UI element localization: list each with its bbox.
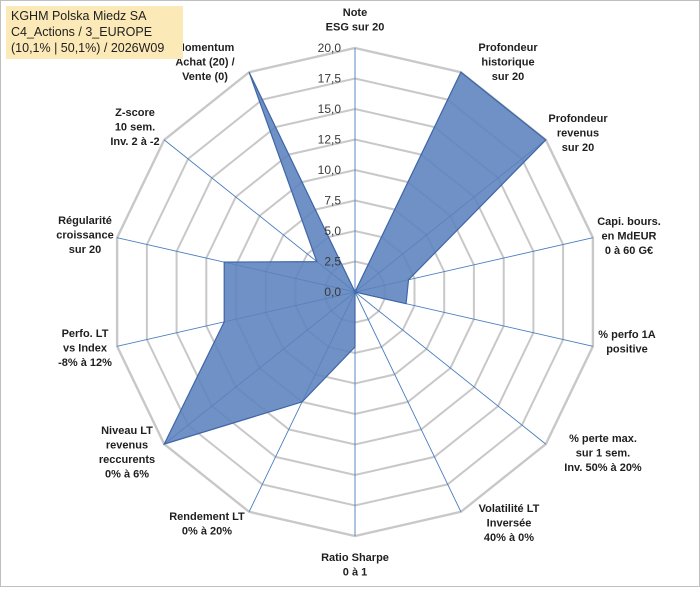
tick-label: 5,0 bbox=[324, 224, 341, 238]
tick-label: 17,5 bbox=[318, 72, 342, 86]
axis-label: Profondeur revenus sur 20 bbox=[548, 113, 608, 154]
title-line-1: KGHM Polska Miedz SA bbox=[11, 8, 179, 24]
axis-label-line: % perte max. bbox=[569, 433, 637, 445]
axis-label: Volatilité LT Inversée 40% à 0% bbox=[479, 503, 540, 544]
axis-label: Note ESG sur 20 bbox=[326, 7, 385, 34]
axis-label-line: 10 sem. bbox=[115, 122, 155, 134]
tick-label: 2,5 bbox=[324, 255, 341, 269]
axis-label-line: sur 20 bbox=[562, 142, 594, 154]
chart-title-box: KGHM Polska Miedz SA C4_Actions / 3_EURO… bbox=[6, 6, 183, 59]
axis-label: % perte max. sur 1 sem. Inv. 50% à 20% bbox=[564, 433, 642, 474]
axis-label-line: Profondeur bbox=[478, 42, 538, 54]
axis-label-line: Rendement LT bbox=[169, 511, 245, 523]
axis-label-line: vs Index bbox=[63, 343, 108, 355]
axis-label-line: % perfo 1A bbox=[598, 329, 656, 341]
tick-label: 20,0 bbox=[318, 41, 342, 55]
axis-label-line: Note bbox=[343, 7, 367, 19]
axis-label-line: Capi. bours. bbox=[597, 216, 661, 228]
axis-label-line: revenus bbox=[557, 128, 599, 140]
axis-label-line: 0% à 6% bbox=[105, 469, 149, 481]
axis-label-line: Momentum bbox=[176, 42, 235, 54]
tick-label: 12,5 bbox=[318, 133, 342, 147]
tick-label: 7,5 bbox=[324, 194, 341, 208]
axis-label-line: sur 1 sem. bbox=[576, 448, 630, 460]
axis-label: Momentum Achat (20) / Vente (0) bbox=[175, 42, 234, 83]
axis-label: Rendement LT 0% à 20% bbox=[169, 511, 245, 538]
tick-label: 10,0 bbox=[318, 163, 342, 177]
axis-label: Profondeur historique sur 20 bbox=[478, 42, 538, 83]
axis-label-line: historique bbox=[481, 57, 534, 69]
axis-label-line: croissance bbox=[56, 230, 113, 242]
axis-label: Ratio Sharpe 0 à 1 bbox=[321, 552, 389, 579]
axis-label-line: en MdEUR bbox=[602, 231, 657, 243]
title-line-3: (10,1% | 50,1%) / 2026W09 bbox=[11, 40, 179, 56]
tick-label: 15,0 bbox=[318, 102, 342, 116]
axis-label-line: 0 à 1 bbox=[343, 567, 367, 579]
axis-label: Régularité croissance sur 20 bbox=[56, 215, 113, 256]
axis-label-line: Inv. 50% à 20% bbox=[564, 462, 642, 474]
axis-label-line: Ratio Sharpe bbox=[321, 552, 389, 564]
axis-label-line: Régularité bbox=[58, 215, 112, 227]
axis-label-line: Inversée bbox=[487, 518, 532, 530]
axis-label-line: revenus bbox=[106, 440, 148, 452]
title-line-2: C4_Actions / 3_EUROPE bbox=[11, 24, 179, 40]
axis-label: % perfo 1A positive bbox=[598, 329, 656, 356]
axis-label-line: Volatilité LT bbox=[479, 503, 540, 515]
axis-label-line: sur 20 bbox=[492, 71, 524, 83]
axis-label-line: -8% à 12% bbox=[58, 357, 112, 369]
axis-label: Z-score 10 sem. Inv. 2 à -2 bbox=[110, 107, 159, 148]
axis-label-line: Z-score bbox=[115, 107, 155, 119]
axis-label-line: Inv. 2 à -2 bbox=[110, 136, 159, 148]
axis-label-line: ESG sur 20 bbox=[326, 22, 385, 34]
axis-label-line: Achat (20) / bbox=[175, 57, 234, 69]
axis-label: Niveau LT revenus reccurents 0% à 6% bbox=[99, 425, 155, 481]
axis-label-line: Niveau LT bbox=[101, 425, 153, 437]
axis-label-line: sur 20 bbox=[69, 244, 101, 256]
axis-label-line: Perfo. LT bbox=[62, 328, 109, 340]
tick-label: 0,0 bbox=[324, 285, 341, 299]
axis-label-line: 0% à 20% bbox=[182, 526, 232, 538]
axis-label-line: Vente (0) bbox=[182, 71, 228, 83]
axis-label-line: reccurents bbox=[99, 454, 155, 466]
axis-label-line: 0 à 60 G€ bbox=[605, 245, 653, 257]
axis-label: Perfo. LT vs Index -8% à 12% bbox=[58, 328, 112, 369]
axis-label-line: 40% à 0% bbox=[484, 532, 534, 544]
axis-label-line: positive bbox=[606, 344, 648, 356]
axis-label: Capi. bours. en MdEUR 0 à 60 G€ bbox=[597, 216, 661, 257]
axis-label-line: Profondeur bbox=[548, 113, 608, 125]
axis-spoke bbox=[355, 292, 461, 512]
